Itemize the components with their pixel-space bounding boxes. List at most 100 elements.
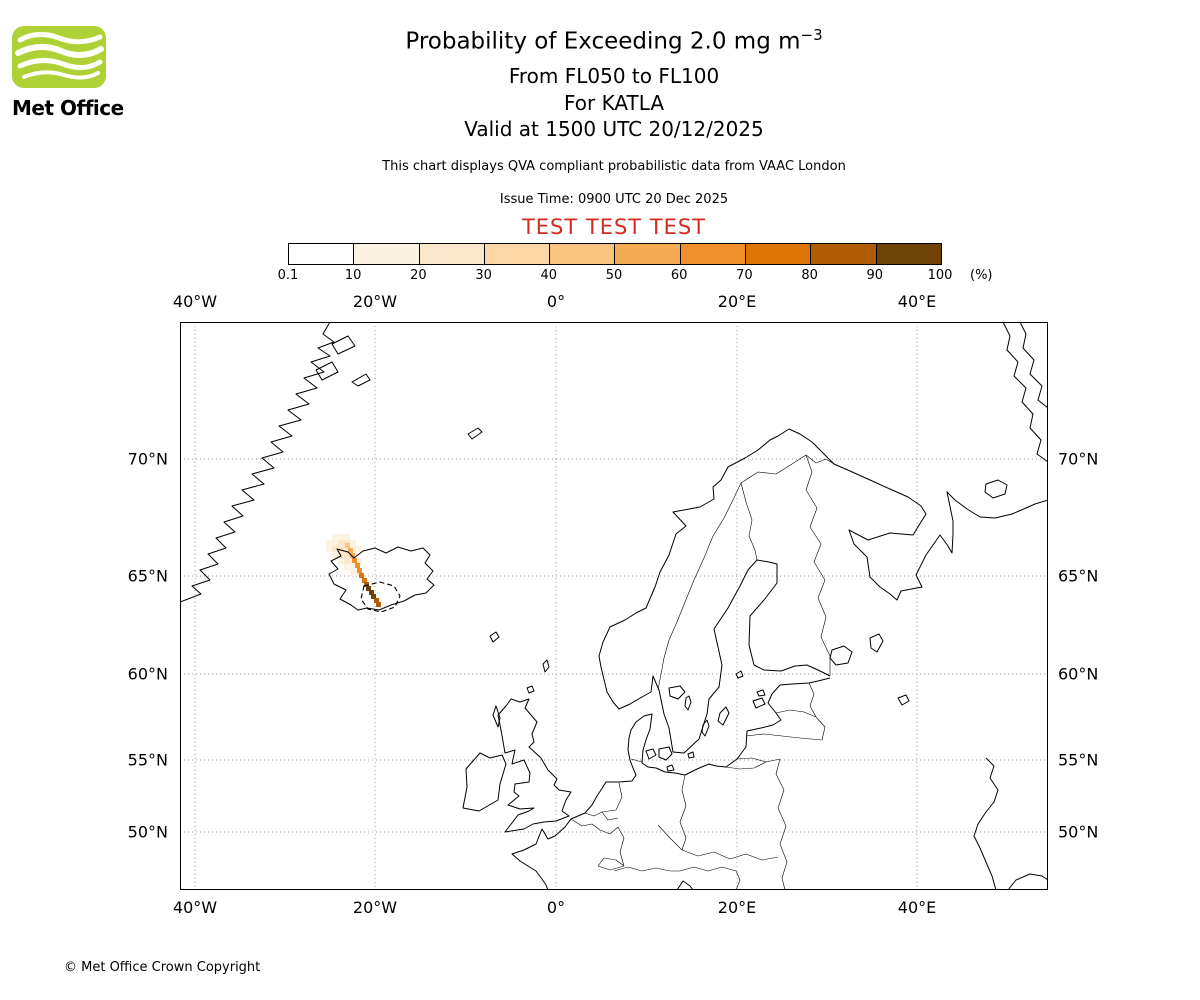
lake-onega (869, 633, 884, 653)
coastline-saaremaa (752, 697, 766, 709)
y-axis-label-left: 50°N (127, 822, 168, 842)
x-axis-label-top: 20°W (352, 292, 398, 311)
ash-plume-cell (364, 582, 369, 587)
colorbar-ticks: 0.1 10 20 30 40 50 60 70 80 90 100 (278, 268, 953, 284)
y-axis-label-right: 55°N (1058, 750, 1099, 770)
chart-title: Probability of Exceeding 2.0 mg m−3 (28, 26, 1200, 55)
coastline-zealand (658, 746, 673, 761)
y-axis-label-right: 60°N (1058, 664, 1099, 684)
x-axis-label-top: 0° (546, 292, 566, 311)
colorbar-tick-label: 0.1 (277, 268, 299, 283)
y-axis-label-left: 60°N (127, 664, 168, 684)
ash-plume-cell (338, 558, 344, 564)
x-axis-label-bottom: 20°W (352, 898, 398, 917)
ash-plume-cell (357, 568, 362, 573)
logo-wave-4 (22, 70, 100, 80)
y-axis-label-left: 55°N (127, 750, 168, 770)
border-norway-sweden (657, 482, 742, 691)
coastline-bornholm (687, 751, 695, 759)
coastline-greenland-island-1 (331, 335, 356, 355)
colorbar-segment (483, 244, 550, 264)
y-axis-label-right: 65°N (1058, 566, 1099, 586)
coastline-rugen (666, 764, 675, 772)
colorbar-segment (614, 244, 680, 264)
chart-title-text: Probability of Exceeding 2.0 mg m (405, 28, 801, 55)
ash-plume-cell (348, 548, 353, 553)
ash-plume-cell (344, 546, 350, 552)
ash-plume-cell (332, 534, 338, 540)
lake-rybinsk (897, 694, 910, 706)
coastline-jan-mayen (467, 427, 483, 440)
subtitle-volcano: For KATLA (564, 91, 664, 115)
coastline-kola-white-sea (833, 463, 1048, 601)
ash-plume-cell (350, 540, 356, 546)
coastline-baltic-continent (511, 677, 831, 890)
border-denmark-germany (630, 758, 643, 763)
grid (180, 322, 1048, 890)
coastline-adriatic-hint (676, 880, 694, 890)
ash-plume-cell (332, 546, 338, 552)
colorbar-tick-label: 50 (605, 268, 623, 283)
colorbar-segment (418, 244, 484, 264)
colorbar-segment (679, 244, 746, 264)
coastline-shetland (542, 659, 550, 673)
met-office-logo-text: Met Office (12, 96, 124, 120)
border-latvia-lithuania (745, 733, 823, 741)
colorbar-segment (289, 244, 354, 264)
colorbar-tick-label: 90 (866, 268, 884, 283)
qva-note: This chart displays QVA compliant probab… (382, 159, 846, 174)
coastline-kolguyev (984, 479, 1008, 499)
coastline-novaya-zemlya-west (1002, 322, 1048, 463)
map (180, 322, 1048, 890)
ash-plume-cell (371, 594, 376, 599)
ash-plume-cell (359, 573, 364, 578)
subtitle-valid-time: Valid at 1500 UTC 20/12/2025 (464, 117, 764, 141)
ash-plume-cell (376, 602, 381, 607)
coastline-caspian-hint (1007, 873, 1048, 890)
coastline-oland (701, 719, 710, 737)
subtitle-flight-levels: From FL050 to FL100 (508, 64, 720, 88)
border-czech-south-poland (657, 824, 779, 861)
x-axis-label-bottom: 40°W (172, 898, 218, 917)
coastline-greenland (180, 322, 335, 603)
y-axis-label-right: 50°N (1058, 822, 1099, 842)
met-office-logo-graphic (12, 26, 106, 88)
ash-plume-cell (355, 563, 360, 568)
ash-plume-cell (369, 590, 374, 595)
x-axis-label-top: 40°E (897, 292, 937, 311)
map-frame (180, 322, 1048, 890)
lake-volga-reservoirs (973, 757, 999, 890)
ash-plume (326, 534, 381, 607)
border-estonia-latvia (775, 709, 817, 718)
colorbar-segment (549, 244, 615, 264)
y-axis-label-left: 65°N (127, 566, 168, 586)
colorbar-tick-label: 80 (801, 268, 818, 283)
x-axis-label-bottom: 40°E (897, 898, 937, 917)
coastline-aland (735, 670, 744, 679)
colorbar-segment (875, 244, 941, 264)
ash-plume-cell (344, 534, 350, 540)
logo-wave-2 (15, 44, 104, 58)
issue-time: Issue Time: 0900 UTC 20 Dec 2025 (499, 192, 729, 207)
ash-plume-cell (352, 558, 357, 563)
met-office-logo: Met Office (12, 26, 132, 120)
border-finland-russia (805, 454, 831, 676)
y-axis-label-right: 70°N (1058, 449, 1099, 469)
x-axis-label-bottom: 20°E (717, 898, 757, 917)
colorbar-tick-label: 20 (410, 268, 427, 283)
border-benelux (570, 782, 623, 835)
ash-plume-cell (338, 534, 344, 540)
ash-plume-cell (332, 540, 338, 546)
colorbar-tick-label: 60 (670, 268, 688, 283)
border-alps (613, 866, 741, 890)
probability-contour (360, 581, 401, 613)
border-kaliningrad (725, 761, 767, 770)
colorbar-segment (810, 244, 876, 264)
coastline-orkney (526, 685, 535, 694)
ash-plume-cell (344, 552, 350, 558)
coastline-great-britain (497, 698, 572, 833)
colorbar-tick-label: 30 (475, 268, 492, 283)
ash-plume-cell (344, 564, 350, 570)
ash-plume-cell (362, 578, 367, 583)
logo-wave-3 (17, 58, 103, 70)
